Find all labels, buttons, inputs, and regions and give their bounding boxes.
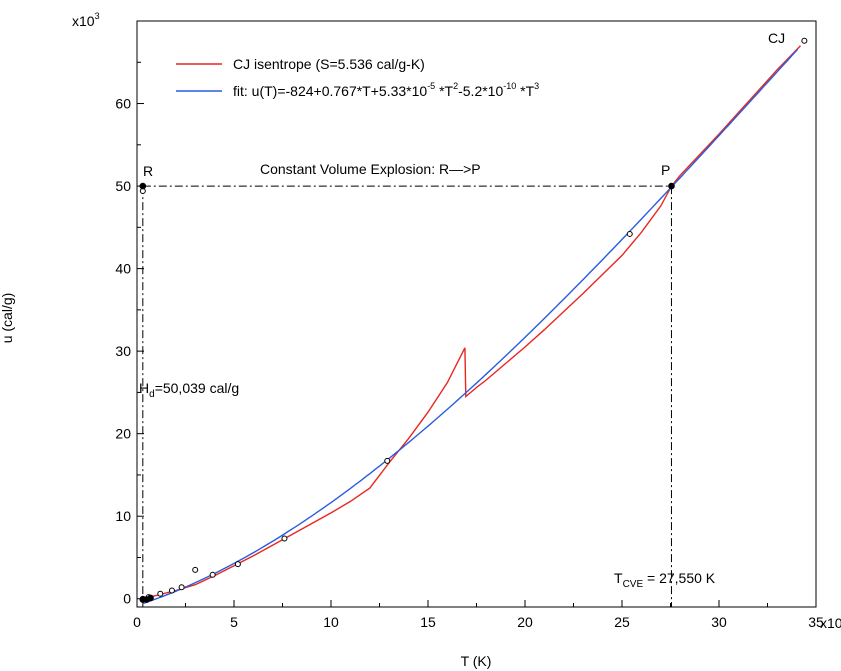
- y-tick-label: 30: [115, 343, 131, 359]
- data-point-open: [209, 571, 216, 578]
- data-point-filled: [147, 594, 154, 602]
- legend-label-fit: fit: u(T)=-824+0.767*T+5.33*10-5 *T2-5.2…: [233, 81, 539, 99]
- x-tick-label: 20: [517, 614, 533, 630]
- x-tick-label: 25: [614, 614, 630, 630]
- y-tick-label: 40: [115, 261, 131, 277]
- y-tick-label: 0: [123, 591, 131, 607]
- data-point-open: [801, 37, 808, 44]
- data-point-open: [234, 561, 241, 568]
- reference-lines: [142, 185, 672, 607]
- annotation-r: R: [143, 163, 153, 179]
- x-tick-label: 5: [230, 614, 238, 630]
- data-point-open: [168, 587, 175, 594]
- x-tick-label: 35: [808, 614, 824, 630]
- legend-label-cj-isentrope: CJ isentrope (S=5.536 cal/g-K): [233, 56, 425, 72]
- annotation-cj: CJ: [768, 30, 785, 46]
- legend: CJ isentrope (S=5.536 cal/g-K) fit: u(T)…: [176, 56, 539, 99]
- annotation-p: P: [661, 162, 670, 178]
- data-point-open: [626, 230, 633, 237]
- y-tick-label: 60: [115, 96, 131, 112]
- annotation-tcve: TCVE = 27,550 K: [614, 570, 716, 590]
- data-point-open: [384, 457, 391, 464]
- plot-frame: [136, 20, 817, 608]
- y-axis-multiplier: x103: [72, 11, 100, 29]
- data-markers: [139, 37, 808, 603]
- x-axis-title: T (K): [461, 653, 492, 669]
- data-point-open: [178, 584, 185, 591]
- series-line-fit: [142, 48, 799, 605]
- data-point-open: [281, 535, 288, 542]
- series-line-cj-isentrope: [142, 45, 802, 600]
- data-point-filled: [668, 182, 675, 190]
- x-tick-label: 0: [133, 614, 141, 630]
- data-point-open: [192, 566, 199, 573]
- y-tick-label: 50: [115, 178, 131, 194]
- annotation-hd: Hd=50,039 cal/g: [139, 380, 239, 400]
- y-tick-label: 20: [115, 426, 131, 442]
- y-axis-ticks: 0 10 20 30 40 50 60: [115, 20, 144, 607]
- data-point-filled: [139, 182, 147, 190]
- y-tick-label: 10: [115, 508, 131, 524]
- x-axis-ticks: 0 5 10 15 20 25 30 35: [133, 600, 824, 630]
- series-lines: [142, 45, 802, 605]
- x-axis-multiplier: x103: [820, 613, 841, 631]
- x-tick-label: 10: [323, 614, 339, 630]
- x-tick-label: 15: [420, 614, 436, 630]
- y-axis-title: u (cal/g): [0, 293, 15, 344]
- x-tick-label: 30: [711, 614, 727, 630]
- annotation-constant-volume-explosion: Constant Volume Explosion: R—>P: [260, 161, 481, 177]
- data-point-open: [157, 590, 164, 597]
